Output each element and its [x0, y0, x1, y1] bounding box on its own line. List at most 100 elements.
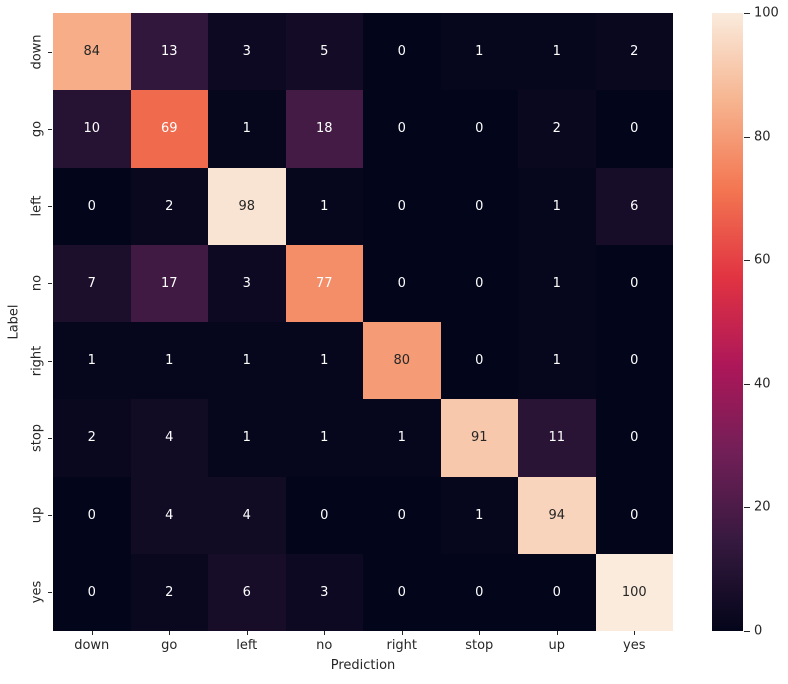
- heatmap-cell-down-go: 13: [130, 13, 208, 91]
- heatmap-cell-stop-down: 2: [53, 399, 131, 477]
- heatmap-cell-up-stop: 1: [440, 476, 518, 554]
- heatmap-cell-up-down: 0: [53, 476, 131, 554]
- y-tick-label-go: go: [29, 120, 45, 137]
- heatmap-cell-go-yes: 0: [595, 90, 673, 168]
- heatmap-cell-left-right: 0: [363, 167, 441, 245]
- y-tick-mark-no: [48, 283, 52, 285]
- colorbar-tick-mark-100: [744, 13, 750, 14]
- colorbar-tick-label-100: 100: [754, 5, 779, 21]
- heatmap-cell-yes-right: 0: [363, 553, 441, 631]
- heatmap-cell-no-yes: 0: [595, 244, 673, 322]
- heatmap-cell-right-left: 1: [208, 322, 286, 400]
- x-tick-mark-stop: [479, 631, 481, 635]
- heatmap-cell-yes-yes: 100: [595, 553, 673, 631]
- heatmap-grid: 84 13 3 5 0 1 1 2 10 69 1 18 0 0 2 0 0 2 98 1 0 0 1 6 7 17 3 77 0 0 1 0…: [53, 13, 673, 631]
- y-axis-title: Label: [6, 304, 22, 340]
- heatmap-cell-left-up: 1: [518, 167, 596, 245]
- heatmap-cell-go-go: 69: [130, 90, 208, 168]
- heatmap-cell-up-left: 4: [208, 476, 286, 554]
- heatmap-cell-stop-no: 1: [285, 399, 363, 477]
- x-tick-label-up: up: [548, 638, 566, 653]
- x-tick-label-stop: stop: [465, 638, 494, 653]
- heatmap-cell-stop-yes: 0: [595, 399, 673, 477]
- x-tick-label-no: no: [316, 638, 333, 653]
- colorbar-tick-mark-0: [744, 631, 750, 632]
- x-tick-mark-go: [169, 631, 171, 635]
- x-tick-label-left: left: [236, 638, 258, 653]
- heatmap-cell-left-left: 98: [208, 167, 286, 245]
- x-tick-mark-yes: [634, 631, 636, 635]
- colorbar-tick-mark-40: [744, 383, 750, 385]
- heatmap-cell-right-no: 1: [285, 322, 363, 400]
- heatmap-cell-up-up: 94: [518, 476, 596, 554]
- heatmap-cell-go-down: 10: [53, 90, 131, 168]
- x-tick-mark-up: [556, 631, 558, 635]
- heatmap-cell-yes-no: 3: [285, 553, 363, 631]
- heatmap-cell-yes-go: 2: [130, 553, 208, 631]
- heatmap-cell-stop-go: 4: [130, 399, 208, 477]
- colorbar-tick-label-80: 80: [754, 129, 771, 145]
- y-tick-mark-yes: [48, 592, 52, 594]
- x-tick-mark-down: [91, 631, 93, 635]
- colorbar-tick-mark-80: [744, 136, 750, 138]
- heatmap-cell-right-yes: 0: [595, 322, 673, 400]
- heatmap-cell-right-up: 1: [518, 322, 596, 400]
- colorbar-tick-mark-20: [744, 507, 750, 509]
- heatmap-cell-go-no: 18: [285, 90, 363, 168]
- colorbar-tick-label-60: 60: [754, 252, 771, 268]
- y-tick-mark-stop: [48, 437, 52, 439]
- heatmap-cell-down-up: 1: [518, 13, 596, 91]
- heatmap-cell-up-yes: 0: [595, 476, 673, 554]
- colorbar-tick-label-0: 0: [754, 623, 763, 639]
- heatmap-cell-yes-down: 0: [53, 553, 131, 631]
- x-tick-mark-left: [246, 631, 248, 635]
- x-axis-title: Prediction: [330, 658, 396, 673]
- heatmap-cell-right-stop: 0: [440, 322, 518, 400]
- heatmap-cell-stop-right: 1: [363, 399, 441, 477]
- heatmap-cell-right-go: 1: [130, 322, 208, 400]
- heatmap-cell-left-go: 2: [130, 167, 208, 245]
- heatmap-cell-no-right: 0: [363, 244, 441, 322]
- y-tick-label-yes: yes: [29, 581, 45, 604]
- x-tick-label-yes: yes: [623, 638, 646, 653]
- heatmap-cell-no-down: 7: [53, 244, 131, 322]
- heatmap-cell-down-right: 0: [363, 13, 441, 91]
- y-tick-mark-right: [48, 360, 52, 362]
- heatmap-cell-left-down: 0: [53, 167, 131, 245]
- heatmap-cell-up-no: 0: [285, 476, 363, 554]
- heatmap-cell-left-no: 1: [285, 167, 363, 245]
- x-tick-label-right: right: [386, 638, 418, 653]
- heatmap-cell-no-no: 77: [285, 244, 363, 322]
- x-tick-mark-no: [324, 631, 326, 635]
- y-tick-mark-up: [48, 515, 52, 517]
- heatmap-cell-left-yes: 6: [595, 167, 673, 245]
- heatmap-cell-stop-left: 1: [208, 399, 286, 477]
- y-tick-mark-down: [48, 51, 52, 53]
- heatmap-cell-down-stop: 1: [440, 13, 518, 91]
- heatmap-cell-up-go: 4: [130, 476, 208, 554]
- heatmap-cell-go-left: 1: [208, 90, 286, 168]
- heatmap-cell-stop-stop: 91: [440, 399, 518, 477]
- heatmap-cell-stop-up: 11: [518, 399, 596, 477]
- colorbar-tick-mark-60: [744, 260, 750, 262]
- heatmap-cell-no-stop: 0: [440, 244, 518, 322]
- heatmap-cell-go-up: 2: [518, 90, 596, 168]
- colorbar: [712, 13, 743, 631]
- heatmap-cell-no-left: 3: [208, 244, 286, 322]
- y-tick-label-left: left: [29, 195, 45, 217]
- heatmap-cell-yes-up: 0: [518, 553, 596, 631]
- heatmap-cell-right-right: 80: [363, 322, 441, 400]
- heatmap-cell-down-left: 3: [208, 13, 286, 91]
- heatmap-cell-left-stop: 0: [440, 167, 518, 245]
- heatmap-cell-down-no: 5: [285, 13, 363, 91]
- heatmap-cell-go-stop: 0: [440, 90, 518, 168]
- heatmap-cell-yes-left: 6: [208, 553, 286, 631]
- y-tick-mark-go: [48, 128, 52, 130]
- y-tick-label-down: down: [29, 34, 45, 70]
- y-tick-mark-left: [48, 206, 52, 208]
- heatmap-cell-up-right: 0: [363, 476, 441, 554]
- x-tick-mark-right: [401, 631, 403, 635]
- y-tick-label-stop: stop: [29, 423, 45, 452]
- y-tick-label-up: up: [29, 506, 45, 524]
